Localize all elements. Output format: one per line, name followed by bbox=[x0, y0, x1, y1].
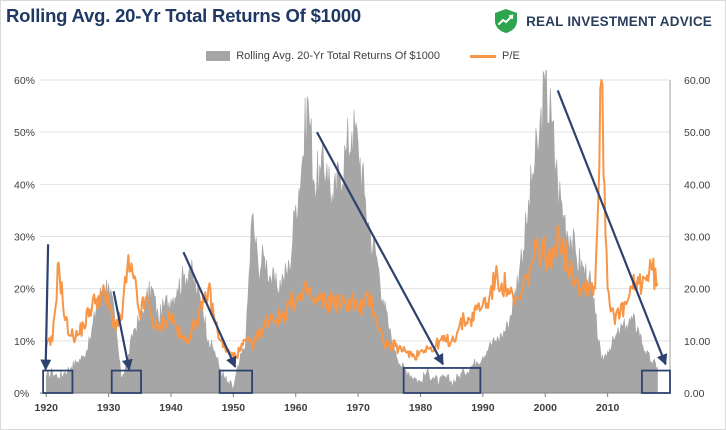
annotation-layer bbox=[40, 90, 671, 394]
trend-arrow bbox=[315, 131, 444, 366]
x-tick-label: 1920 bbox=[35, 402, 59, 414]
trough-box bbox=[42, 369, 74, 394]
y-right-tick-label: 0.00 bbox=[684, 388, 705, 400]
x-tick-label: 1990 bbox=[471, 402, 495, 414]
trough-box bbox=[218, 369, 253, 394]
x-tick-label: 2000 bbox=[534, 402, 558, 414]
x-tick-label: 1940 bbox=[159, 402, 183, 414]
y-right-tick-label: 50.00 bbox=[684, 127, 710, 139]
y-left-tick-label: 40% bbox=[14, 179, 35, 191]
legend-item-returns: Rolling Avg. 20-Yr Total Returns Of $100… bbox=[206, 50, 440, 62]
trend-arrow bbox=[556, 90, 668, 366]
chart-legend: Rolling Avg. 20-Yr Total Returns Of $100… bbox=[0, 50, 726, 62]
y-right-tick-label: 60.00 bbox=[684, 75, 710, 87]
chart-title: Rolling Avg. 20-Yr Total Returns Of $100… bbox=[6, 5, 362, 26]
y-left-tick-label: 10% bbox=[14, 336, 35, 348]
trough-box bbox=[402, 367, 482, 394]
trend-arrow bbox=[40, 244, 52, 371]
legend-swatch-pe bbox=[470, 54, 497, 58]
y-right-tick-label: 30.00 bbox=[684, 232, 710, 244]
axes: 0% 10% 20% 30% 40% 50% 60% 0.00 10.00 20.00 30.00 4… bbox=[14, 75, 710, 414]
pe-line-layer bbox=[45, 79, 659, 361]
y-right-tick-label: 10.00 bbox=[684, 336, 710, 348]
trend-arrow bbox=[182, 251, 237, 368]
x-tick-label: 1980 bbox=[409, 402, 433, 414]
trough-box bbox=[641, 369, 671, 394]
y-left-tick-label: 20% bbox=[14, 284, 35, 296]
x-tick-label: 1950 bbox=[222, 402, 246, 414]
x-tick-label: 1930 bbox=[97, 402, 121, 414]
legend-label-returns: Rolling Avg. 20-Yr Total Returns Of $100… bbox=[236, 50, 441, 62]
y-left-tick-label: 0% bbox=[14, 388, 29, 400]
legend-swatch-returns bbox=[206, 51, 231, 61]
brand-name: REAL INVESTMENT ADVICE bbox=[526, 13, 712, 29]
brand-logo: REAL INVESTMENT ADVICE bbox=[493, 8, 712, 34]
y-left-tick-label: 30% bbox=[14, 232, 35, 244]
shield-chart-icon bbox=[495, 9, 518, 33]
x-tick-label: 1970 bbox=[346, 402, 370, 414]
x-tick-label: 1960 bbox=[284, 402, 308, 414]
legend-label-pe: P/E bbox=[502, 50, 520, 62]
y-right-tick-label: 20.00 bbox=[684, 284, 710, 296]
x-tick-label: 2010 bbox=[596, 402, 620, 414]
y-left-tick-label: 50% bbox=[14, 127, 35, 139]
trend-arrow bbox=[112, 291, 133, 371]
pe-line bbox=[45, 79, 659, 361]
y-left-tick-label: 60% bbox=[14, 75, 35, 87]
y-right-tick-label: 40.00 bbox=[684, 179, 710, 191]
legend-item-pe: P/E bbox=[470, 50, 520, 62]
